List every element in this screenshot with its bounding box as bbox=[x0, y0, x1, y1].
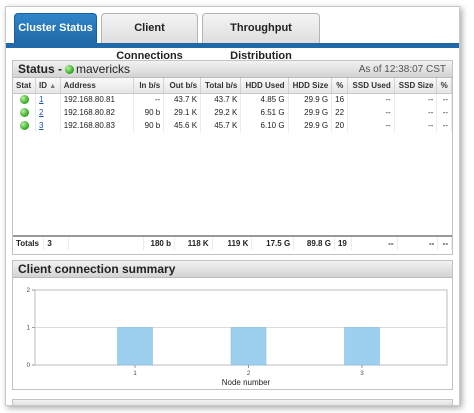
col-id[interactable]: ID ▲ bbox=[35, 78, 61, 94]
table-row[interactable]: 3 192.168.80.83 90 b 45.6 K 45.7 K 6.10 … bbox=[13, 119, 452, 132]
col-out[interactable]: Out b/s bbox=[163, 78, 202, 94]
totals-ssd-used: -- bbox=[351, 237, 398, 250]
node-ssd-pct: -- bbox=[436, 119, 452, 132]
totals-hdd-pct: 19 bbox=[334, 237, 352, 250]
node-hdd-size: 29.9 G bbox=[288, 106, 333, 119]
node-out: 45.6 K bbox=[163, 119, 202, 132]
collapsed-panel-header bbox=[12, 399, 453, 405]
client-summary-title: Client connection summary bbox=[18, 262, 176, 276]
node-hdd-used: 4.85 G bbox=[240, 93, 289, 106]
x-axis-title: Node number bbox=[222, 378, 271, 387]
node-ssd-size: -- bbox=[394, 119, 438, 132]
node-hdd-size: 29.9 G bbox=[288, 93, 333, 106]
node-hdd-used: 6.51 G bbox=[240, 106, 289, 119]
node-hdd-pct: 20 bbox=[331, 119, 349, 132]
col-in[interactable]: In b/s bbox=[133, 78, 165, 94]
col-ssd-size[interactable]: SSD Size bbox=[394, 78, 438, 94]
node-table: Stat ID ▲ Address In b/s Out b/s Total b… bbox=[13, 78, 452, 132]
col-hdd-size[interactable]: HDD Size bbox=[288, 78, 333, 94]
y-tick-label: 0 bbox=[27, 363, 31, 369]
node-hdd-pct: 22 bbox=[331, 106, 349, 119]
table-empty-area bbox=[13, 132, 452, 235]
node-ssd-size: -- bbox=[394, 106, 438, 119]
status-ok-icon bbox=[19, 95, 29, 105]
status-header: Status - mavericks As of 12:38:07 CST bbox=[13, 61, 452, 78]
node-total: 29.2 K bbox=[200, 106, 242, 119]
totals-hdd-size: 89.8 G bbox=[293, 237, 335, 250]
sort-asc-icon: ▲ bbox=[49, 82, 57, 90]
status-ok-icon bbox=[19, 121, 29, 131]
node-hdd-size: 29.9 G bbox=[288, 119, 333, 132]
node-id-link[interactable]: 2 bbox=[39, 108, 44, 117]
cluster-status-icon bbox=[65, 65, 74, 74]
tab-cluster-status[interactable]: Cluster Status bbox=[14, 13, 97, 43]
totals-total: 119 K bbox=[212, 237, 253, 250]
table-row[interactable]: 1 192.168.80.81 -- 43.7 K 43.7 K 4.85 G … bbox=[13, 93, 452, 106]
col-id-label: ID bbox=[39, 80, 48, 90]
totals-label: Totals bbox=[13, 237, 45, 250]
x-tick-label: 3 bbox=[360, 371, 364, 377]
tab-strip bbox=[6, 43, 459, 48]
status-panel: Status - mavericks As of 12:38:07 CST St… bbox=[12, 60, 453, 255]
col-stat[interactable]: Stat bbox=[13, 78, 37, 94]
totals-id: 3 bbox=[43, 237, 70, 250]
node-out: 29.1 K bbox=[163, 106, 202, 119]
bar bbox=[230, 327, 267, 366]
status-timestamp: As of 12:38:07 CST bbox=[358, 64, 446, 75]
node-in: -- bbox=[133, 93, 165, 106]
node-ssd-used: -- bbox=[347, 106, 395, 119]
node-total: 45.7 K bbox=[200, 119, 242, 132]
y-tick-label: 1 bbox=[27, 326, 31, 332]
node-in: 90 b bbox=[133, 106, 165, 119]
node-total: 43.7 K bbox=[200, 93, 242, 106]
col-address[interactable]: Address bbox=[60, 78, 134, 94]
col-hdd-pct[interactable]: % bbox=[331, 78, 349, 94]
client-connection-chart: 0 1 2 1 2 3 Node number bbox=[13, 278, 452, 388]
col-ssd-used[interactable]: SSD Used bbox=[347, 78, 395, 94]
node-address: 192.168.80.83 bbox=[60, 119, 134, 132]
totals-row: Totals 3 180 b 118 K 119 K 17.5 G 89.8 G… bbox=[13, 235, 452, 250]
y-tick-label: 2 bbox=[27, 288, 31, 294]
node-address: 192.168.80.82 bbox=[60, 106, 134, 119]
totals-in: 180 b bbox=[143, 237, 176, 250]
col-total[interactable]: Total b/s bbox=[200, 78, 242, 94]
bar bbox=[117, 327, 153, 366]
col-hdd-used[interactable]: HDD Used bbox=[240, 78, 289, 94]
node-ssd-size: -- bbox=[394, 93, 438, 106]
node-id-link[interactable]: 1 bbox=[39, 95, 44, 105]
totals-hdd-used: 17.5 G bbox=[251, 237, 295, 250]
node-hdd-used: 6.10 G bbox=[240, 119, 289, 132]
x-tick-label: 1 bbox=[133, 371, 137, 377]
node-id-link[interactable]: 3 bbox=[39, 121, 44, 130]
node-hdd-pct: 16 bbox=[331, 93, 349, 106]
node-ssd-used: -- bbox=[347, 93, 395, 106]
status-title: Status - bbox=[18, 62, 63, 76]
node-out: 43.7 K bbox=[163, 93, 202, 106]
totals-ssd-pct: -- bbox=[437, 237, 452, 250]
client-summary-panel: Client connection summary 0 1 2 1 2 3 Node num… bbox=[12, 260, 453, 390]
status-ok-icon bbox=[19, 108, 29, 118]
node-ssd-pct: -- bbox=[436, 106, 452, 119]
x-tick-label: 2 bbox=[247, 371, 251, 377]
chart-svg: 0 1 2 1 2 3 Node number bbox=[27, 288, 448, 387]
table-row[interactable]: 2 192.168.80.82 90 b 29.1 K 29.2 K 6.51 … bbox=[13, 106, 452, 119]
tab-client-connections[interactable]: Client Connections bbox=[101, 13, 198, 62]
totals-ssd-size: -- bbox=[397, 237, 439, 250]
tab-throughput-distribution[interactable]: Throughput Distribution bbox=[202, 13, 320, 62]
client-summary-header: Client connection summary bbox=[13, 261, 452, 278]
app-window: Cluster Status Client Connections Throug… bbox=[5, 6, 460, 406]
bar bbox=[344, 327, 380, 366]
totals-out: 118 K bbox=[174, 237, 213, 250]
node-in: 90 b bbox=[133, 119, 165, 132]
col-ssd-pct[interactable]: % bbox=[436, 78, 452, 94]
node-ssd-used: -- bbox=[347, 119, 395, 132]
cluster-name: mavericks bbox=[76, 62, 131, 76]
node-ssd-pct: -- bbox=[436, 93, 452, 106]
node-address: 192.168.80.81 bbox=[60, 93, 134, 106]
